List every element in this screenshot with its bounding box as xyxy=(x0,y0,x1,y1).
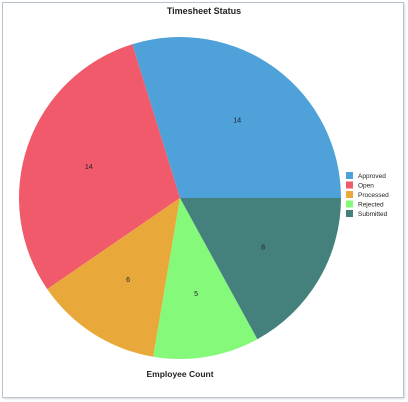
legend-label-submitted: Submitted xyxy=(358,211,388,218)
legend: Approved Open Processed Rejected Submitted xyxy=(346,172,389,218)
pie-slices xyxy=(18,37,341,359)
pie-slice-labels: 14 14 6 5 8 xyxy=(85,118,265,298)
legend-label-open: Open xyxy=(358,183,374,190)
slice-label-open: 14 xyxy=(85,164,93,171)
pie-slice-processed xyxy=(47,198,180,357)
pie-slice-approved xyxy=(132,37,341,198)
legend-swatch-rejected xyxy=(346,200,353,208)
legend-label-processed: Processed xyxy=(358,192,389,199)
legend-swatch-processed xyxy=(346,191,353,198)
slice-label-processed: 6 xyxy=(126,277,130,284)
pie-slice-submitted xyxy=(180,198,341,340)
legend-label-rejected: Rejected xyxy=(358,202,384,209)
legend-swatch-submitted xyxy=(346,210,353,217)
pie-slice-open xyxy=(18,44,181,290)
slice-label-approved: 14 xyxy=(233,118,241,125)
legend-swatch-open xyxy=(346,181,353,189)
legend-swatch-approved xyxy=(346,172,353,179)
chart-xlabel: Employee Count xyxy=(146,369,214,379)
chart-title: Timesheet Status xyxy=(166,6,242,16)
pie-slice-rejected xyxy=(153,198,258,359)
slice-label-rejected: 5 xyxy=(194,291,198,298)
slice-label-submitted: 8 xyxy=(261,245,265,252)
legend-label-approved: Approved xyxy=(358,173,386,180)
